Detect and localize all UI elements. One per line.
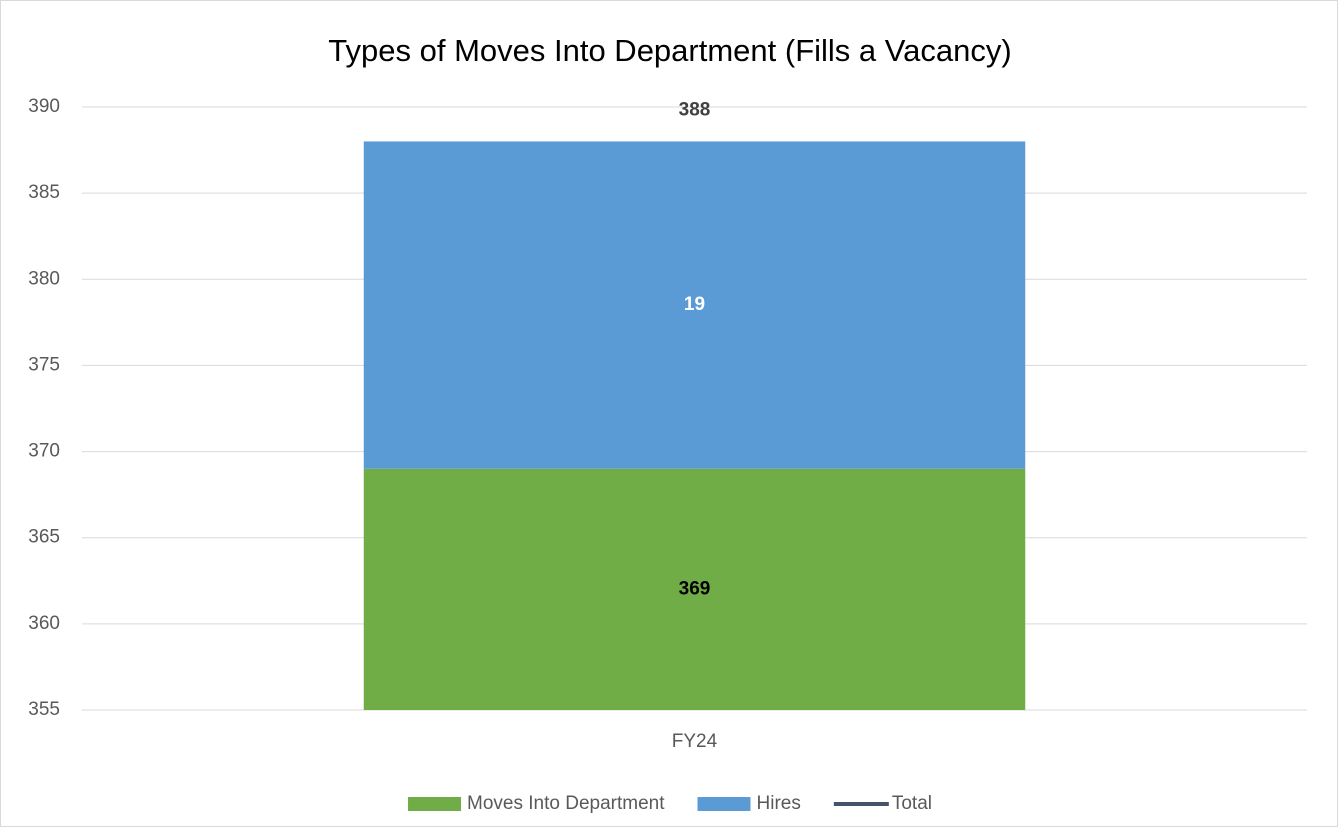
legend-label: Moves Into Department (467, 793, 665, 814)
legend-swatch (408, 797, 462, 811)
y-tick-label: 365 (28, 527, 60, 548)
legend-item: Total (833, 793, 932, 814)
chart-title: Types of Moves Into Department (Fills a … (328, 33, 1011, 68)
data-label: 388 (679, 99, 711, 120)
legend-swatch (697, 797, 751, 811)
data-label: 369 (679, 578, 711, 599)
y-tick-label: 360 (28, 613, 60, 634)
y-tick-label: 355 (28, 699, 60, 720)
y-tick-label: 375 (28, 354, 60, 375)
legend-label: Hires (757, 793, 801, 814)
legend-item: Moves Into Department (408, 793, 665, 814)
y-tick-label: 380 (28, 268, 60, 289)
y-tick-label: 385 (28, 182, 60, 203)
legend-item: Hires (697, 793, 801, 814)
bar-segment (363, 141, 1026, 469)
data-label: 19 (684, 294, 705, 315)
y-tick-label: 390 (28, 96, 60, 117)
x-tick-label: FY24 (672, 731, 718, 752)
y-tick-label: 370 (28, 441, 60, 462)
legend-label: Total (892, 793, 932, 814)
bar-segment (363, 468, 1026, 710)
